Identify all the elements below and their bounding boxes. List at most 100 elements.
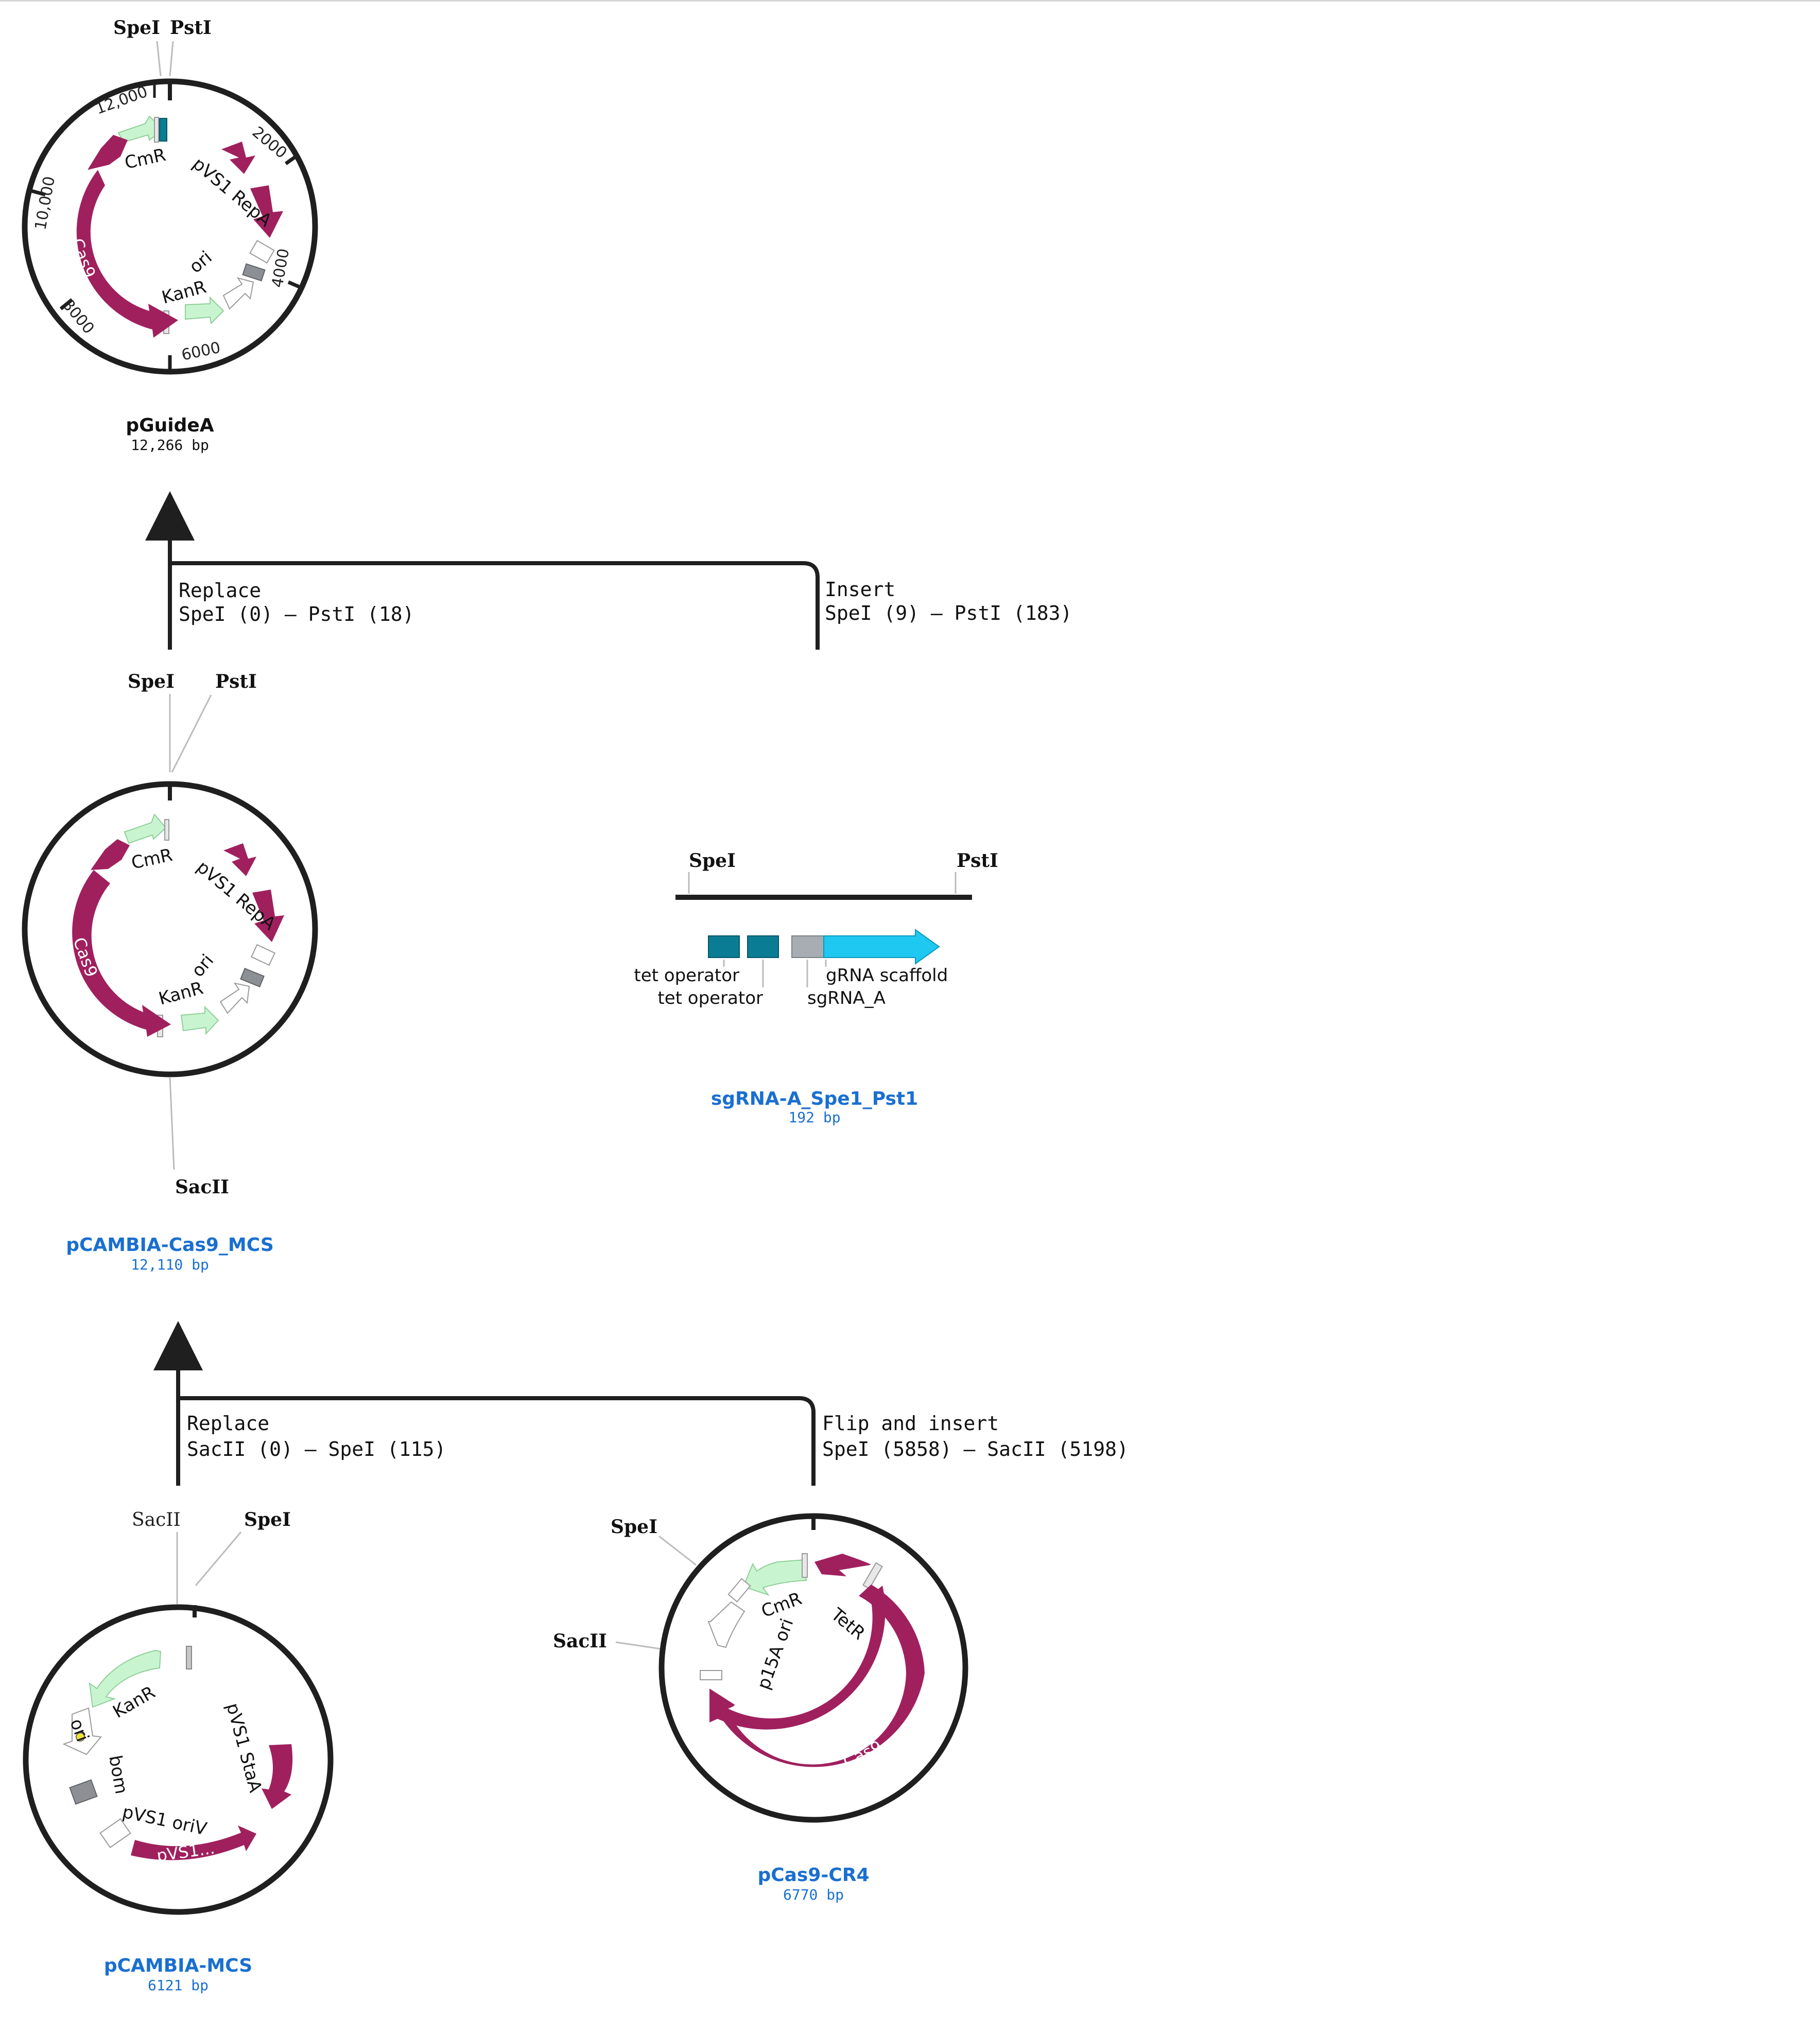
site-leader-line [169, 1076, 175, 1170]
fragment-sgrna-a[interactable]: SpeI PstI tet operator tet operator gRNA… [634, 850, 998, 1126]
p15a-ori-arrow [707, 1601, 746, 1648]
plasmid-size: 12,266 bp [131, 437, 209, 454]
site-leader-line [171, 694, 212, 773]
tetr-arrow[interactable] [814, 1554, 871, 1576]
feature-label-cas9: Cas9 [69, 935, 101, 980]
site-marker [802, 1553, 808, 1578]
site-leader-line [195, 1532, 242, 1586]
tet-operator-block[interactable] [747, 935, 779, 958]
staa-arrow[interactable] [262, 1744, 293, 1809]
plasmid-name[interactable]: pCas9-CR4 [757, 1865, 869, 1886]
fragment-size: 192 bp [788, 1109, 840, 1126]
feature-label-tetr: TetR [826, 1604, 869, 1644]
ori-arrow [219, 982, 250, 1014]
tick-label: 2000 [249, 123, 290, 162]
site-label-spei[interactable]: SpeI [244, 1509, 291, 1530]
repa-arrow[interactable] [223, 843, 256, 876]
repa-arrow[interactable] [252, 890, 284, 942]
top-divider [0, 0, 1820, 2]
site-label-sacii[interactable]: SacII [132, 1509, 181, 1530]
fragment-name[interactable]: sgRNA-A_Spe1_Pst1 [711, 1088, 918, 1109]
feature-label-pvs1-staa: pVS1 StaA [222, 1701, 266, 1795]
repa-arrow[interactable] [250, 185, 283, 238]
plasmid-size: 12,110 bp [131, 1256, 209, 1273]
operation-title: Replace [179, 579, 261, 602]
merge-bracket [178, 1396, 816, 1486]
tick-label: 8000 [59, 296, 98, 338]
site-leader-line [615, 1641, 665, 1650]
feature-label-ori: ori [187, 950, 218, 981]
cas9-arrow[interactable] [709, 1586, 886, 1730]
tick-label: 10,000 [31, 175, 59, 231]
feature-label-tet-operator: tet operator [634, 965, 739, 986]
marker-box [249, 240, 275, 264]
operation-title: Insert [825, 578, 895, 601]
operation-connector-1: Replace SpeI (0) — PstI (18) Insert SpeI… [145, 491, 1072, 650]
site-label-psti[interactable]: PstI [170, 17, 212, 39]
operation-detail: SacII (0) — SpeI (115) [187, 1438, 446, 1460]
operation-detail: SpeI (9) — PstI (183) [825, 602, 1072, 624]
ori-dot [76, 1732, 85, 1742]
plasmid-name[interactable]: pCAMBIA-Cas9_MCS [66, 1234, 274, 1256]
feature-label-cmr: CmR [130, 845, 175, 874]
site-marker [154, 117, 159, 143]
feature-label-bom: bom [105, 1754, 132, 1796]
plasmid-pguidea[interactable]: SpeI PstI 12,000 2000 4000 6000 8000 10,… [22, 17, 318, 454]
feature-label-p15a-ori: p15A ori [753, 1616, 798, 1692]
kanr-arrow[interactable] [89, 1649, 162, 1708]
cmr-arrow[interactable] [124, 813, 167, 844]
marker-box [250, 944, 276, 966]
ori-block [240, 968, 265, 987]
plasmid-pcambia-cas9-mcs[interactable]: SpeI PstI CmR pVS1 RepA ori KanR Cas9 Sa… [22, 671, 318, 1273]
insert-marker [159, 118, 167, 142]
plasmid-size: 6770 bp [783, 1886, 844, 1903]
plasmid-name[interactable]: pGuideA [126, 415, 214, 436]
tick-label: 6000 [180, 339, 222, 364]
bom-block [69, 1779, 98, 1805]
cas9-arrow-head[interactable] [88, 135, 128, 170]
feature-label-cas9: Cas9 [840, 1736, 885, 1771]
operation-detail: SpeI (5858) — SacII (5198) [822, 1438, 1129, 1460]
site-marker [164, 819, 169, 841]
site-label-spei[interactable]: SpeI [113, 17, 160, 39]
site-label-spei[interactable]: SpeI [128, 671, 175, 692]
cas9-arrow[interactable] [76, 170, 178, 338]
tick-mark [29, 188, 46, 197]
site-label-sacii[interactable]: SacII [553, 1630, 607, 1652]
ori-block [242, 263, 266, 282]
feature-label-kanr: KanR [110, 1682, 159, 1723]
site-leader-line [658, 1535, 697, 1566]
site-marker [700, 1670, 722, 1680]
site-label-spei[interactable]: SpeI [689, 850, 736, 872]
operation-title: Flip and insert [822, 1412, 999, 1435]
kanr-arrow[interactable] [180, 1005, 219, 1035]
site-leader-line [156, 41, 162, 77]
sgrna-a-block[interactable] [791, 935, 824, 958]
tet-operator-block[interactable] [708, 935, 740, 958]
cmr-arrow[interactable] [742, 1559, 807, 1596]
plasmid-pcas9-cr4[interactable]: SpeI SacII CmR p15A ori TetR Cas9 pCas9-… [553, 1513, 968, 1903]
marker-box [727, 1578, 751, 1603]
plasmid-name[interactable]: pCAMBIA-MCS [104, 1955, 252, 1976]
merge-bracket [170, 561, 820, 650]
site-leader-line [169, 41, 174, 77]
pvs1-rep-arrow[interactable] [131, 1825, 256, 1860]
tick-mark [287, 280, 304, 290]
operation-detail: SpeI (0) — PstI (18) [179, 603, 414, 625]
site-label-psti[interactable]: PstI [215, 671, 257, 692]
tick-mark [59, 298, 74, 310]
site-label-psti[interactable]: PstI [957, 850, 998, 872]
plasmid-pcambia-mcs[interactable]: SacII SpeI KanR ori bom pVS1 oriV pVS1 S… [23, 1509, 334, 1994]
kanr-arrow[interactable] [185, 296, 224, 325]
site-label-sacii[interactable]: SacII [175, 1176, 229, 1198]
cas9-arrow-head[interactable] [91, 839, 130, 870]
cas9-arrow[interactable] [72, 870, 171, 1037]
repa-arrow[interactable] [221, 142, 255, 174]
ori-arrow [222, 277, 254, 310]
site-label-spei[interactable]: SpeI [611, 1516, 657, 1538]
operation-connector-2: Replace SacII (0) — SpeI (115) Flip and … [153, 1321, 1129, 1486]
feature-label-ori: ori [185, 247, 216, 277]
backbone-circle [23, 1604, 334, 1915]
feature-label-pvs1-truncated: pVS1... [155, 1838, 216, 1866]
grna-scaffold-arrow[interactable] [823, 929, 940, 965]
